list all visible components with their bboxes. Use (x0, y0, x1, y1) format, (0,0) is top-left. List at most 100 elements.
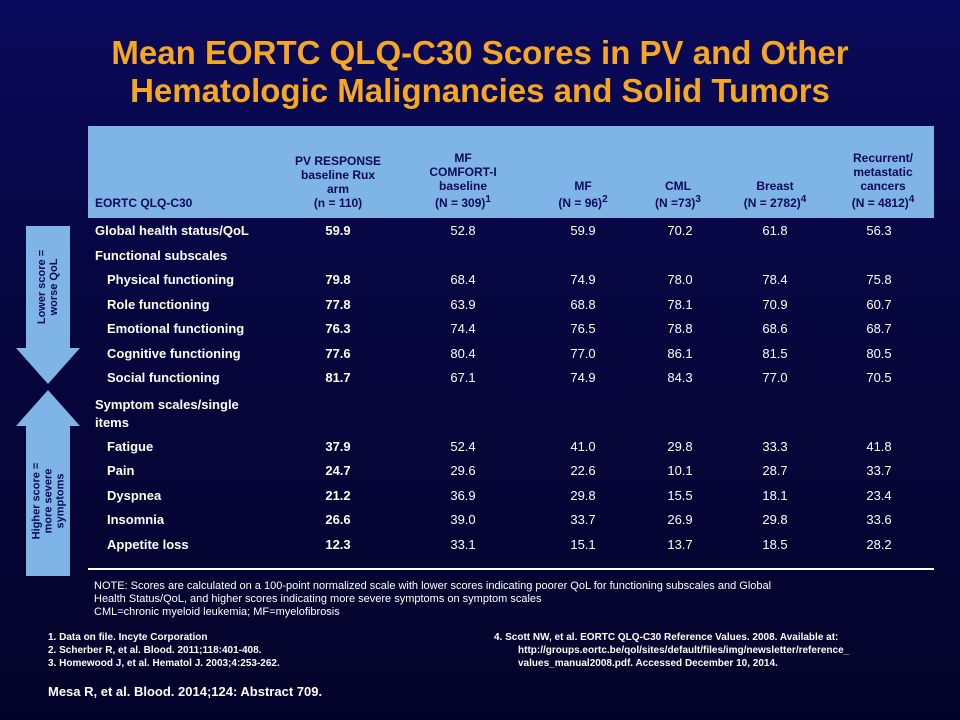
cell: 28.7 (762, 463, 788, 478)
cell: 26.9 (667, 512, 693, 527)
header-cml-sup: 3 (695, 194, 701, 205)
cell: 13.7 (667, 536, 693, 552)
functional-header: Functional subscales (95, 247, 228, 263)
header-recurrent: Recurrent/ metastatic cancers (N = 4812)… (828, 151, 938, 210)
slide-title: Mean EORTC QLQ-C30 Scores in PV and Othe… (0, 34, 960, 110)
lower-score-label-1: Lower score = (36, 249, 49, 325)
cell: 59.9 (325, 223, 351, 238)
functional-rows: Physical functioning 79.8 68.4 74.9 78.0 78.4… (88, 267, 934, 390)
higher-score-label: Higher score = more severe symptoms (30, 463, 66, 540)
cell: 75.8 (866, 272, 892, 287)
higher-score-arrow: Higher score = more severe symptoms (16, 390, 80, 576)
symptom-header-l1: Symptom scales/single (95, 396, 239, 412)
symptom-rows: Fatigue 37.9 52.4 41.0 29.8 33.3 41.8 Pain 24.7 2… (88, 434, 934, 557)
cell: 68.7 (866, 321, 892, 336)
row-label: Dyspnea (107, 487, 162, 503)
header-mfc-l1: MF (454, 151, 472, 165)
lower-score-label: Lower score = worse QoL (36, 250, 60, 324)
header-pv-l3: arm (326, 182, 349, 196)
cell: 77.0 (762, 370, 788, 385)
header-mfc-sup: 1 (485, 194, 491, 205)
header-mfc-l3: baseline (438, 179, 488, 193)
cell: 80.4 (450, 345, 476, 361)
lower-score-arrow-body: Lower score = worse QoL (26, 226, 70, 348)
cell: 68.6 (762, 321, 788, 336)
cell: 70.2 (667, 223, 693, 238)
reference-1: 1. Data on file. Incyte Corporation (48, 632, 208, 643)
header-rec-l1: Recurrent/ (852, 151, 914, 165)
cell: 78.1 (667, 296, 693, 312)
cell: 37.9 (325, 438, 351, 454)
table-row: Cognitive functioning 77.6 80.4 77.0 86.1 81.… (88, 341, 934, 366)
references-right: 4. Scott NW, et al. EORTC QLQ-C30 Refere… (494, 631, 849, 670)
row-label: Role functioning (107, 296, 210, 312)
higher-score-label-1: Higher score = (30, 462, 43, 540)
section-header-functional: Functional subscales (88, 243, 934, 268)
header-rec-l4: (N = 4812)4 (828, 193, 938, 210)
cell: 33.6 (866, 512, 892, 527)
table-header: EORTC QLQ-C30 PV RESPONSE baseline Rux a… (88, 126, 934, 218)
lower-score-arrow: Lower score = worse QoL (16, 226, 80, 384)
down-arrow-head-icon (16, 348, 80, 384)
header-mfc-l4: (N = 309)1 (408, 193, 518, 210)
table-row: Dyspnea 21.2 36.9 29.8 15.5 18.1 23.4 (88, 483, 934, 508)
row-label: Social functioning (107, 370, 220, 385)
reference-2: 2. Scherber R, et al. Blood. 2011;118:40… (48, 645, 262, 656)
cell: 26.6 (325, 512, 351, 527)
table-row: Emotional functioning 76.3 74.4 76.5 78.8 68.… (88, 316, 934, 341)
cell: 21.2 (325, 487, 351, 503)
header-breast-l2: (N = 2782)4 (720, 193, 830, 210)
cell: 29.8 (570, 487, 596, 503)
reference-4-l3: values_manual2008.pdf. Accessed December… (518, 658, 778, 669)
table-row: Pain 24.7 29.6 22.6 10.1 28.7 33.7 (88, 458, 934, 483)
up-arrow-head-icon (16, 390, 80, 426)
cell: 41.0 (570, 438, 596, 454)
table-row: Global health status/QoL 59.9 52.8 59.9 … (88, 218, 934, 243)
cell: 28.2 (866, 536, 892, 552)
higher-score-label-2: more severe (42, 468, 55, 534)
cell: 70.5 (866, 370, 892, 385)
cell: 68.4 (450, 272, 476, 287)
cell: 36.9 (450, 487, 476, 503)
cell: 22.6 (570, 463, 596, 478)
title-line-1: Mean EORTC QLQ-C30 Scores in PV and Othe… (111, 34, 849, 71)
header-rec-l2: metastatic (853, 165, 913, 179)
cell: 29.6 (450, 463, 476, 478)
cell: 68.8 (570, 296, 596, 312)
cell: 12.3 (325, 536, 351, 552)
header-mfc-l2: COMFORT-I (429, 165, 497, 179)
reference-4-l2: http://groups.eortc.be/qol/sites/default… (518, 645, 850, 656)
cell: 29.8 (762, 512, 788, 527)
cell: 33.7 (570, 512, 596, 527)
header-cml-l2: (N =73)3 (633, 193, 723, 210)
cell: 84.3 (667, 370, 693, 385)
cell: 67.1 (450, 370, 476, 385)
header-mf-l2: (N = 96)2 (538, 193, 628, 210)
cell: 56.3 (866, 223, 892, 238)
reference-3: 3. Homewood J, et al. Hematol J. 2003;4:… (48, 658, 280, 669)
cell: 78.4 (762, 272, 788, 287)
cell: 77.6 (325, 345, 351, 361)
cell: 77.0 (570, 345, 596, 361)
cell: 33.3 (762, 438, 788, 454)
table-bottom-rule (88, 568, 934, 570)
note-line-3: CML=chronic myeloid leukemia; MF=myelofi… (94, 606, 340, 618)
cell: 23.4 (866, 487, 892, 503)
cell: 41.8 (866, 438, 892, 454)
cell: 81.7 (325, 370, 351, 385)
row-label: Appetite loss (107, 536, 189, 552)
cell: 77.8 (325, 296, 351, 312)
higher-score-label-3: symptoms (54, 473, 67, 529)
header-mf: MF (N = 96)2 (538, 179, 628, 210)
header-breast-n: (N = 2782) (743, 196, 801, 210)
cell: 74.9 (570, 370, 596, 385)
header-mf-comfort: MF COMFORT-I baseline (N = 309)1 (408, 151, 518, 210)
row-label: Insomnia (107, 512, 165, 527)
cell: 24.7 (325, 463, 351, 478)
header-cml-l1: CML (665, 179, 691, 193)
cell: 78.8 (667, 321, 693, 336)
header-rec-n: (N = 4812) (851, 196, 909, 210)
cell: 63.9 (450, 296, 476, 312)
cell: 39.0 (450, 512, 476, 527)
header-cml-n: (N =73) (655, 196, 696, 210)
